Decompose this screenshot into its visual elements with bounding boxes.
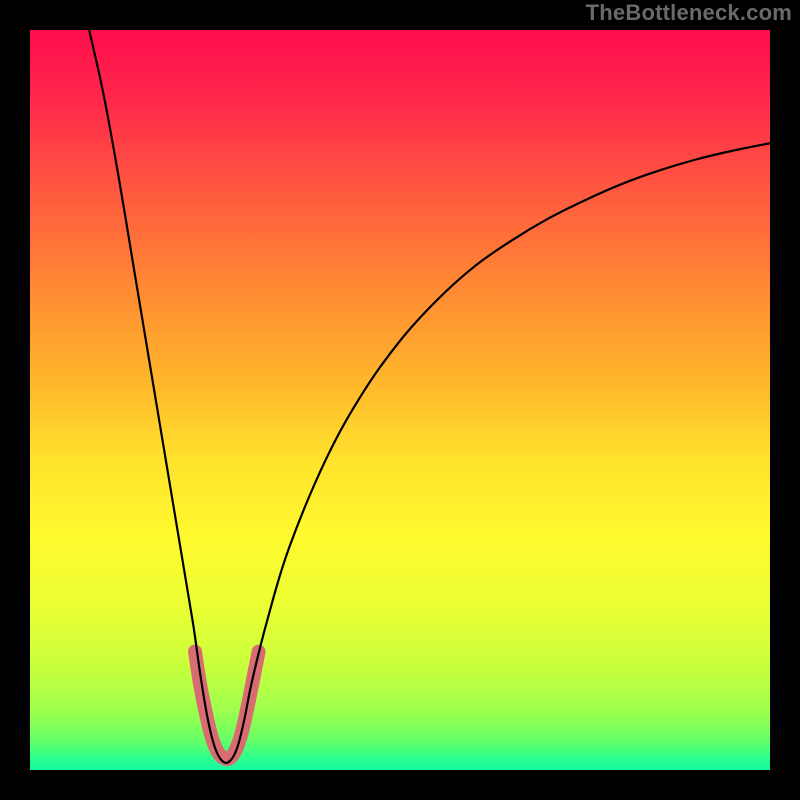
- watermark-label: TheBottleneck.com: [586, 0, 792, 26]
- chart-container: TheBottleneck.com: [0, 0, 800, 800]
- plot-gradient-background: [30, 30, 770, 770]
- bottleneck-curve-chart: [0, 0, 800, 800]
